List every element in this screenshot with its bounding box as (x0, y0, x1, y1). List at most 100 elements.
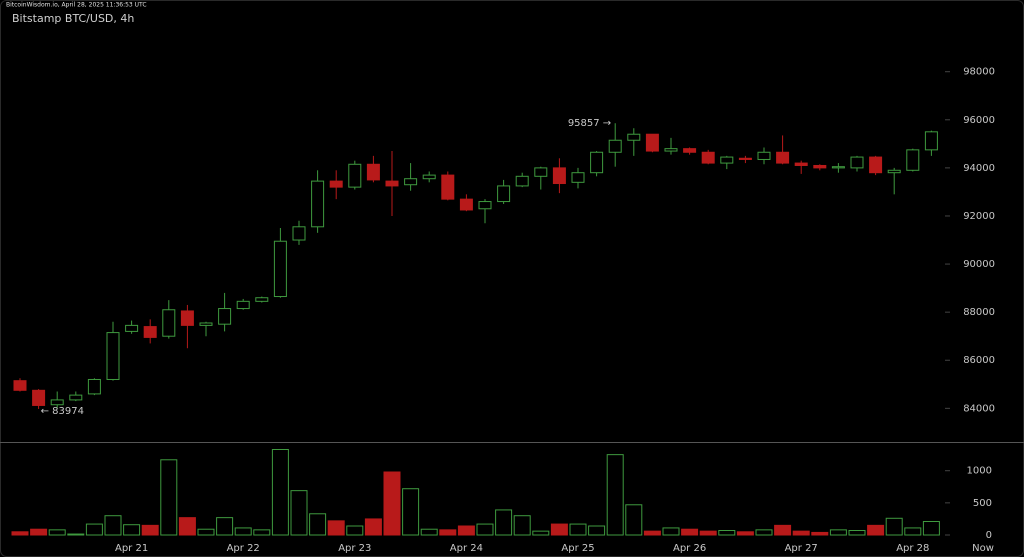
volume-bar (420, 528, 438, 536)
candle-body (534, 167, 548, 177)
x-tick-label: Apr 24 (450, 543, 483, 554)
volume-bar (309, 513, 327, 536)
candle-body (701, 151, 715, 164)
y-tick-label: 86000 (963, 355, 995, 366)
candle-body (683, 148, 697, 153)
candle-body (608, 139, 622, 153)
volume-bar (476, 523, 494, 536)
y-tick-label: 96000 (963, 115, 995, 126)
candle-body (813, 164, 827, 169)
candle-body (738, 157, 752, 160)
volume-bar (402, 488, 420, 536)
volume-bar (234, 527, 252, 536)
volume-bar (588, 525, 606, 536)
volume-bar (774, 524, 792, 536)
candle-body (162, 309, 176, 337)
volume-bar (885, 517, 903, 536)
volume-bar (513, 515, 531, 536)
candle-body (850, 156, 864, 169)
volume-bar (253, 529, 271, 536)
y-tick-label: 88000 (963, 307, 995, 318)
candle-body (255, 297, 269, 302)
candle-body (273, 240, 287, 298)
volume-bar (625, 504, 643, 536)
volume-bar (457, 525, 475, 536)
candle-body (404, 178, 418, 186)
x-tick-label: Apr 22 (227, 543, 260, 554)
chart-title: Bitstamp BTC/USD, 4h (12, 12, 134, 25)
candle-body (292, 226, 306, 241)
volume-bar (550, 523, 568, 536)
volume-bar (606, 454, 624, 536)
x-tick-label: Apr 25 (561, 543, 594, 554)
volume-bar (197, 528, 215, 536)
y-tick-label: 92000 (963, 211, 995, 222)
candle-body (125, 324, 139, 332)
candle-body (831, 166, 845, 169)
candle-body (887, 169, 901, 174)
volume-bar (848, 530, 866, 536)
volume-bar (178, 517, 196, 536)
candle-body (87, 378, 101, 395)
volume-bar (104, 515, 122, 536)
volume-bar (160, 459, 178, 536)
candle-body (218, 308, 232, 325)
source-label: BitcoinWisdom.io, April 28, 2025 11:36:5… (6, 2, 147, 9)
candle-body (32, 389, 46, 406)
candle-body (869, 156, 883, 174)
candle-body (478, 201, 492, 210)
volume-bar (495, 509, 513, 536)
volume-bar (829, 529, 847, 536)
volume-bar (532, 530, 550, 536)
volume-bar (681, 528, 699, 536)
y-tick-label: 90000 (963, 259, 995, 270)
candle-body (906, 149, 920, 171)
volume-bar (662, 527, 680, 536)
x-end-label: Now (972, 543, 994, 554)
candle-body (180, 310, 194, 326)
volume-bar (216, 517, 234, 536)
volume-bar (383, 471, 401, 536)
volume-bar (904, 527, 922, 536)
volume-bar (755, 529, 773, 536)
candle-body (794, 162, 808, 166)
candle-body (69, 394, 83, 401)
candle-body (13, 380, 27, 391)
volume-bar (48, 529, 66, 536)
candle-body (385, 180, 399, 187)
volume-bar (123, 524, 141, 536)
candle-body (590, 151, 604, 174)
volume-bar (30, 528, 48, 536)
volume-bar (327, 520, 345, 536)
candle-body (552, 167, 566, 185)
candle-body (664, 148, 678, 152)
high-label: 95857 → (568, 118, 611, 129)
candle-body (50, 399, 64, 406)
candle-body (571, 172, 585, 183)
x-tick-label: Apr 26 (673, 543, 706, 554)
volume-bar (67, 533, 85, 536)
volume-bar (290, 490, 308, 536)
volume-bar (811, 531, 829, 536)
volume-bar (867, 524, 885, 536)
candle-body (720, 156, 734, 164)
volume-bar (439, 529, 457, 536)
x-tick-label: Apr 23 (338, 543, 371, 554)
candle-body (645, 133, 659, 152)
low-label: ← 83974 (41, 406, 84, 417)
candle-body (422, 174, 436, 180)
candle-body (236, 300, 250, 310)
candle-body (106, 332, 120, 380)
candle-body (776, 151, 790, 164)
volume-tick-label: 0 (986, 530, 992, 541)
volume-tick-label: 500 (973, 498, 992, 509)
candle-body (459, 198, 473, 211)
candle-body (757, 151, 771, 160)
volume-bar (11, 531, 29, 536)
volume-bar (271, 449, 289, 536)
volume-bar (792, 530, 810, 536)
y-tick-label: 84000 (963, 403, 995, 414)
volume-bar (643, 530, 661, 536)
